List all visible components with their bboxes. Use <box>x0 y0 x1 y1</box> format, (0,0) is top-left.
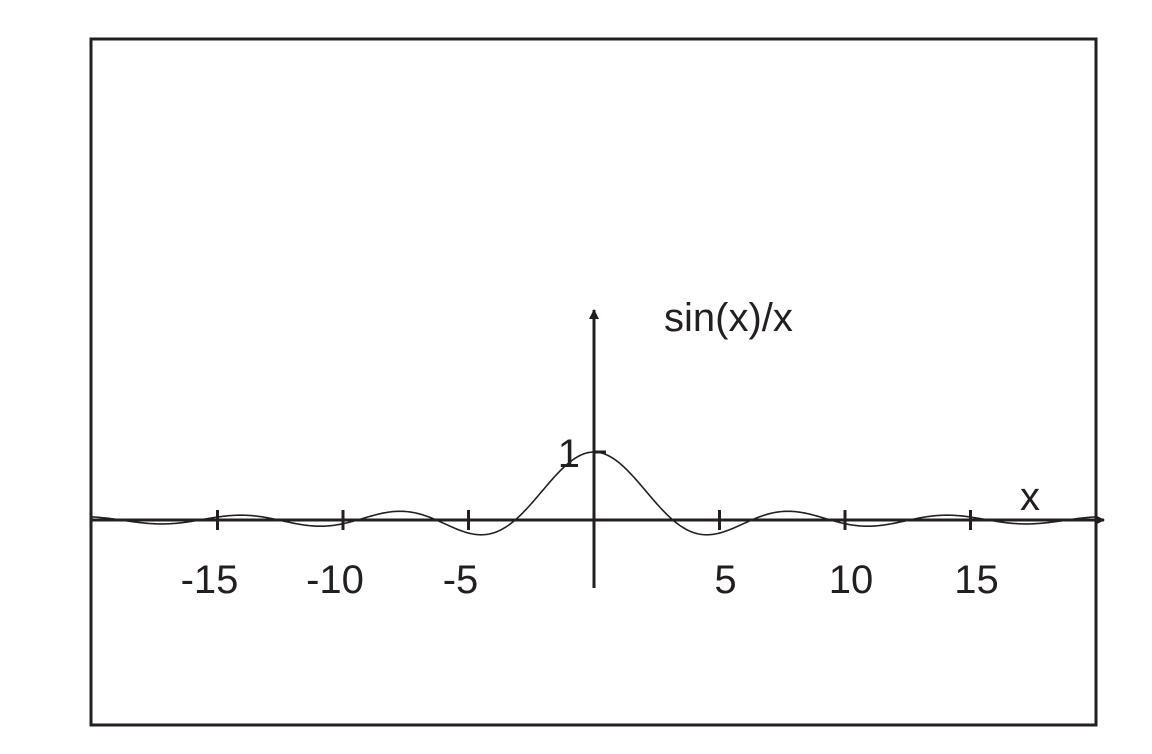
y-tick-label: 1 <box>558 432 580 476</box>
axes <box>91 309 1105 588</box>
plot-frame <box>89 37 1098 727</box>
tick-labels: -15 -10 -5 5 10 15 1 x sin(x)/x <box>181 296 1040 602</box>
series-line <box>91 451 1097 536</box>
x-tick-label: 10 <box>829 558 874 602</box>
x-axis-label: x <box>1020 475 1040 519</box>
x-tick-label: -10 <box>306 558 364 602</box>
y-axis-label: sin(x)/x <box>664 296 793 340</box>
x-tick-label: -5 <box>443 558 479 602</box>
x-tick-label: -15 <box>181 558 239 602</box>
x-tick-label: 5 <box>714 558 736 602</box>
x-tick-label: 15 <box>954 558 999 602</box>
